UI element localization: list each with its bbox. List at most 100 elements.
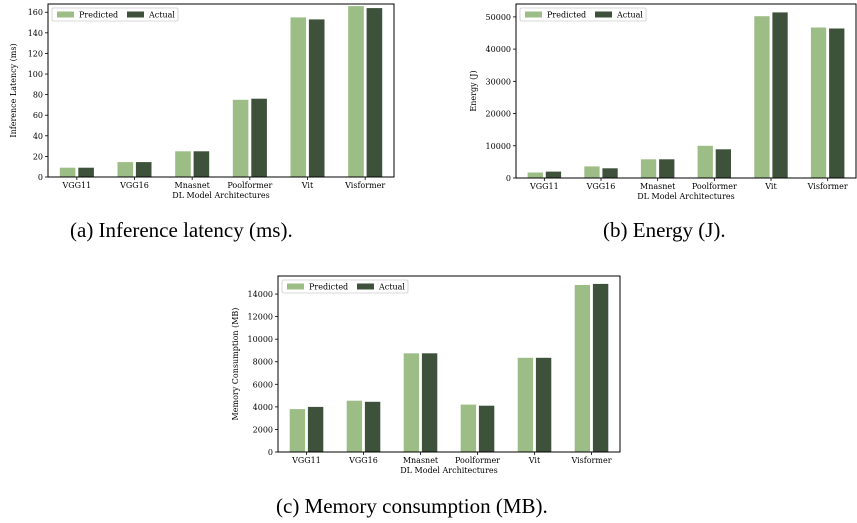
bar-predicted-poolformer [697,145,713,178]
y-tick-label: 8000 [253,358,273,367]
x-tick-label-vgg16: VGG16 [119,181,149,190]
legend-label-predicted: Predicted [547,11,586,20]
legend-swatch-predicted [525,11,542,18]
x-axis-label: DL Model Architectures [637,192,735,201]
x-tick-label-visformer: Visformer [344,181,385,190]
y-tick-label: 20000 [486,110,511,119]
x-tick-label-visformer: Visformer [807,182,848,191]
x-axis-label: DL Model Architectures [400,466,498,475]
x-tick-label-vgg11: VGG11 [61,181,91,190]
x-tick-label-poolformer: Poolformer [227,181,272,190]
x-tick-label-vit: Vit [528,456,541,465]
bar-predicted-visformer [810,27,827,178]
x-tick-label-vit: Vit [301,181,314,190]
bar-actual-visformer [366,8,383,177]
legend-swatch-actual [127,11,144,18]
y-tick-label: 40 [33,132,43,141]
x-tick-label-vgg11: VGG11 [529,182,559,191]
bar-actual-vit [535,357,552,452]
bar-predicted-mnasnet [640,159,657,178]
bar-predicted-vit [290,17,307,178]
y-tick-label: 20 [33,152,43,161]
legend-box [51,7,179,22]
bar-actual-vgg16 [364,401,381,452]
bar-actual-visformer [592,283,609,452]
chart-latency: VGG11 VGG16 Mnasnet Poolformer Vit Visformer 0… [9,3,395,200]
bar-predicted-vgg11 [527,172,543,178]
y-axis-label: Memory Consumption (MB) [231,308,240,421]
legend-label-predicted: Predicted [309,283,348,292]
chart-latency-panel: VGG11 VGG16 Mnasnet Poolformer Vit Visformer 0… [0,0,400,210]
x-tick-label-mnasnet: Mnasnet [640,182,676,191]
bar-actual-vgg11 [78,167,94,177]
plot-frame [515,3,857,179]
bar-predicted-vgg16 [117,162,134,177]
x-tick-label-visformer: Visformer [570,456,611,465]
y-tick-label: 4000 [253,403,273,412]
y-tick-label: 30000 [486,77,511,86]
legend-swatch-predicted [287,283,304,290]
bar-actual-poolformer [251,98,267,177]
y-tick-label: 10000 [248,335,273,344]
bar-predicted-vit [517,357,534,452]
bar-actual-vgg16 [602,168,618,178]
bar-predicted-visformer [348,6,364,177]
bar-predicted-vit [754,16,770,179]
bar-actual-mnasnet [421,353,438,452]
bar-actual-mnasnet [193,151,210,177]
bar-actual-poolformer [478,405,495,452]
x-tick-label-vgg16: VGG16 [348,456,378,465]
y-tick-label: 0 [38,173,43,182]
legend-label-predicted: Predicted [79,11,118,20]
y-axis-label: Energy (J) [469,70,478,111]
x-tick-label-mnasnet: Mnasnet [175,181,211,190]
x-axis-label: DL Model Architectures [172,191,270,200]
bar-actual-mnasnet [659,159,675,178]
bar-predicted-vgg16 [584,166,600,178]
x-tick-label-poolformer: Poolformer [692,182,737,191]
plot-frame [277,275,621,453]
bar-predicted-poolformer [460,404,477,452]
y-tick-label: 100 [28,70,43,79]
caption-memory: (c) Memory consumption (MB). [276,494,548,518]
caption-latency: (a) Inference latency (ms). [70,218,293,242]
y-tick-label: 2000 [253,425,273,434]
y-tick-label: 80 [33,91,43,100]
bar-predicted-vgg11 [59,167,76,177]
y-tick-label: 40000 [486,45,511,54]
plot-frame [47,3,395,178]
legend-swatch-actual [595,11,612,18]
caption-energy: (b) Energy (J). [603,218,726,242]
x-tick-label-vit: Vit [764,182,777,191]
chart-energy: VGG11 VGG16 Mnasnet Poolformer Vit Visformer 0… [469,3,857,201]
bar-actual-vit [308,19,325,178]
x-tick-label-poolformer: Poolformer [455,456,500,465]
y-tick-label: 60 [33,111,43,120]
y-tick-label: 12000 [248,313,273,322]
bar-predicted-poolformer [232,99,249,177]
bar-actual-poolformer [715,149,731,178]
chart-memory: VGG11 VGG16 Mnasnet Poolformer Vit Visformer 0… [231,275,621,475]
y-tick-label: 50000 [486,13,511,22]
y-tick-label: 14000 [248,290,273,299]
y-tick-label: 120 [28,49,43,58]
legend-swatch-actual [357,283,374,290]
bar-actual-vit [772,12,788,179]
y-tick-label: 6000 [253,380,273,389]
bar-predicted-vgg11 [289,409,306,452]
legend-label-actual: Actual [148,11,175,20]
x-tick-label-vgg11: VGG11 [291,456,321,465]
legend-box [519,7,647,22]
chart-memory-panel: VGG11 VGG16 Mnasnet Poolformer Vit Visformer 0… [220,272,630,482]
bar-predicted-visformer [574,285,591,452]
chart-energy-panel: VGG11 VGG16 Mnasnet Poolformer Vit Visformer 0… [460,0,857,210]
y-tick-label: 10000 [486,142,511,151]
bar-predicted-mnasnet [175,151,191,177]
bar-predicted-mnasnet [403,353,420,452]
y-tick-label: 0 [506,174,511,183]
bar-predicted-vgg16 [346,400,363,452]
legend-box [281,279,409,294]
bar-actual-vgg11 [545,171,562,178]
legend-label-actual: Actual [378,283,405,292]
bar-actual-visformer [829,28,845,178]
